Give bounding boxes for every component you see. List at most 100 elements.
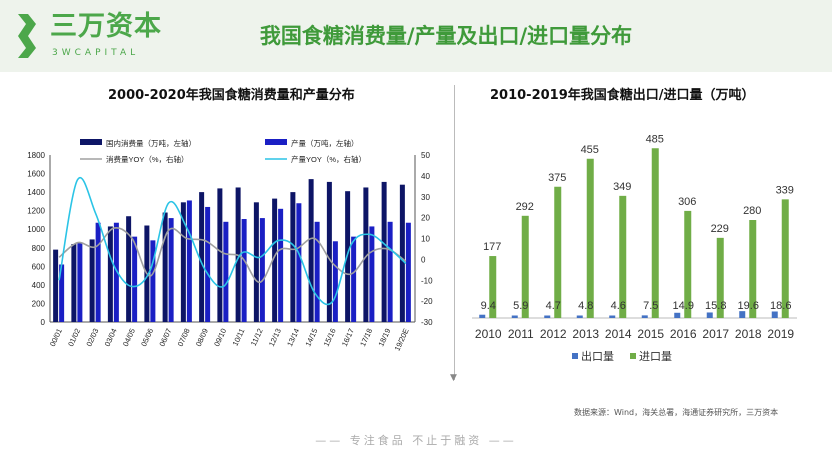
bar-import (651, 148, 659, 318)
x-tick: 2015 (637, 327, 664, 341)
bar-production (113, 222, 119, 322)
legend-label: 出口量 (581, 349, 614, 363)
page-title: 我国食糖消费量/产量及出口/进口量分布 (259, 24, 633, 48)
bar-import (489, 256, 497, 318)
divider (454, 85, 455, 380)
data-label-export: 18.6 (770, 300, 791, 312)
x-tick: 19/20E (392, 327, 410, 352)
y-left-tick: 1800 (27, 151, 45, 160)
bar-consumption (89, 239, 95, 322)
bar-import (684, 210, 692, 318)
x-tick: 01/02 (66, 327, 82, 348)
header: 三万资本 3WCAPITAL 我国食糖消费量/产量及出口/进口量分布 (0, 0, 832, 72)
bar-production (95, 222, 101, 322)
bar-consumption (162, 212, 168, 322)
legend-label: 进口量 (639, 350, 672, 363)
x-tick: 11/12 (249, 327, 265, 347)
footer-slogan: —— 专注食品 不止于融资 —— (315, 434, 517, 447)
bar-export (674, 312, 681, 318)
data-label-export: 4.7 (546, 300, 561, 312)
y-right-tick: 40 (421, 172, 430, 181)
data-source: 数据来源：Wind，海关总署，海通证券研究所，三万资本 (574, 408, 779, 417)
bar-production (387, 221, 393, 322)
bar-production (351, 236, 357, 322)
x-tick: 09/10 (212, 327, 228, 348)
data-label-import: 455 (581, 144, 599, 156)
x-tick: 2016 (670, 327, 697, 341)
bar-production (332, 241, 338, 322)
bar-production (168, 218, 174, 322)
logo-icon (18, 14, 36, 58)
x-tick: 12/13 (267, 327, 283, 348)
legend-label: 国内消费量（万吨，左轴） (106, 138, 196, 148)
y-right-tick: 50 (421, 151, 430, 160)
y-left-tick: 200 (32, 299, 46, 308)
bar-production (278, 208, 284, 322)
x-tick: 02/03 (84, 327, 100, 348)
bar-consumption (217, 188, 223, 322)
bar-consumption (199, 192, 205, 322)
bar-import (586, 158, 594, 318)
y-left-tick: 1000 (27, 225, 45, 234)
bar-export (544, 315, 551, 318)
data-label-import: 349 (613, 181, 631, 193)
x-tick: 13/14 (285, 327, 301, 348)
x-tick: 2018 (735, 327, 762, 341)
data-label-import: 229 (711, 223, 729, 235)
x-tick: 03/04 (103, 327, 119, 348)
x-tick: 04/05 (121, 327, 137, 348)
x-tick: 2011 (508, 327, 534, 341)
y-right-tick: 10 (421, 235, 430, 244)
bar-production (186, 200, 192, 322)
y-right-tick: 20 (421, 214, 430, 223)
bar-import (749, 220, 757, 318)
bar-export (479, 314, 486, 318)
x-tick: 18/19 (376, 327, 392, 348)
bar-consumption (107, 226, 113, 322)
bar-consumption (290, 192, 296, 322)
bar-consumption (399, 184, 405, 322)
x-tick: 06/07 (157, 327, 173, 348)
data-label-export: 4.8 (578, 300, 593, 312)
bar-export (576, 315, 583, 318)
x-tick: 00/01 (48, 327, 64, 348)
bar-production (314, 221, 320, 322)
x-tick: 2017 (702, 327, 729, 341)
y-left-tick: 1200 (27, 207, 45, 216)
left-chart-title: 2000-2020年我国食糖消费量和产量分布 (108, 88, 355, 103)
right-chart-title: 2010-2019年我国食糖出口/进口量（万吨） (490, 88, 755, 103)
x-tick: 2012 (540, 327, 567, 341)
data-label-import: 339 (776, 184, 794, 196)
bar-production (59, 264, 65, 322)
data-label-export: 9.4 (481, 300, 496, 312)
bar-consumption (126, 216, 132, 322)
bar-consumption (272, 198, 278, 322)
y-left-tick: 1400 (27, 188, 45, 197)
legend-label: 消费量YOY（%，右轴） (106, 154, 189, 164)
x-tick: 16/17 (340, 327, 356, 348)
bar-export (641, 315, 648, 318)
data-label-export: 19.6 (738, 300, 759, 312)
data-label-export: 14.9 (673, 300, 694, 312)
line-production-yoy (58, 176, 407, 306)
bar-consumption (381, 181, 387, 322)
y-left-tick: 0 (41, 318, 46, 327)
data-label-import: 485 (646, 133, 664, 145)
bar-production (369, 226, 375, 322)
bar-import (521, 215, 529, 318)
x-tick: 2013 (572, 327, 599, 341)
data-label-export: 15.8 (705, 300, 726, 312)
bar-import (619, 195, 627, 318)
bar-production (150, 240, 156, 322)
bar-consumption (363, 187, 369, 322)
x-tick: 14/15 (303, 327, 319, 348)
bar-consumption (308, 179, 314, 322)
bar-production (296, 203, 302, 322)
left-chart: 020040060080010001200140016001800-30-20-… (27, 138, 433, 352)
bar-export (609, 315, 616, 318)
bar-export (511, 315, 518, 318)
x-tick: 10/11 (231, 327, 247, 347)
y-left-tick: 400 (32, 281, 46, 290)
legend-swatch (572, 353, 578, 359)
bar-production (205, 206, 211, 322)
